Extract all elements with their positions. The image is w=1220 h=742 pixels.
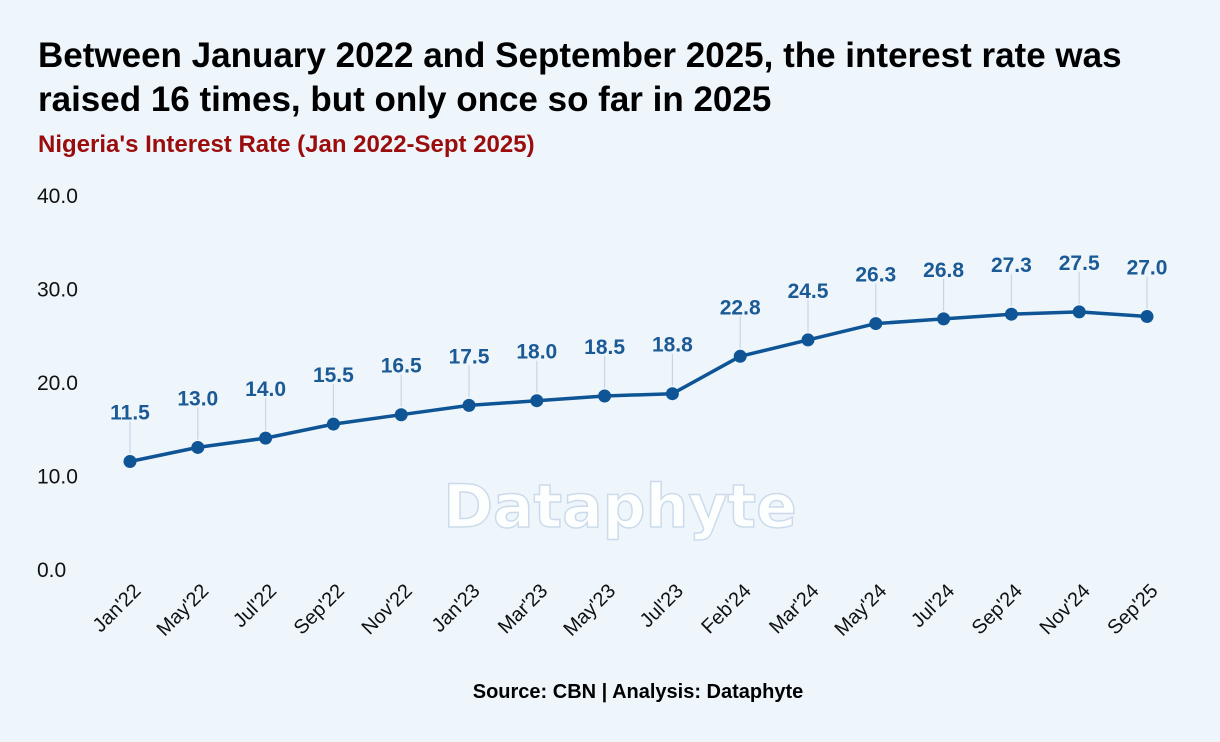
chart-subtitle: Nigeria's Interest Rate (Jan 2022-Sept 2… [38,131,535,158]
data-label: 18.5 [584,336,625,359]
x-tick-label: Sep'24 [968,580,1027,639]
x-tick-label: May'22 [153,580,214,641]
data-label: 27.0 [1127,257,1168,280]
x-tick-label: Sep'22 [290,580,349,639]
data-point [1140,310,1154,324]
x-tick-label: Nov'24 [1036,580,1095,639]
data-label: 26.8 [923,259,964,282]
data-point [1004,307,1018,321]
x-tick-label: May'23 [559,580,620,641]
x-tick-label: Feb'24 [697,580,755,638]
data-label: 22.8 [720,296,761,319]
data-label: 15.5 [313,364,354,387]
data-label: 16.5 [381,355,422,378]
data-point [326,417,340,431]
chart-title: Between January 2022 and September 2025,… [38,36,1122,119]
data-point [801,333,815,347]
data-label: 13.0 [177,387,218,410]
x-tick-label: Jul'23 [636,580,688,632]
data-point [869,317,883,331]
data-point [598,389,612,403]
data-point [191,440,205,454]
data-label: 17.5 [449,345,490,368]
source-note: Source: CBN | Analysis: Dataphyte [472,681,804,703]
x-tick-label: Jan'23 [428,580,485,637]
data-point [1072,305,1086,319]
data-label: 24.5 [788,280,829,303]
data-label: 27.3 [991,254,1032,277]
y-tick-label: 40.0 [37,185,78,208]
x-tick-label: Sep'25 [1103,580,1162,639]
x-tick-label: Jul'22 [229,580,281,632]
data-label: 18.8 [652,334,693,357]
watermark-text: Dataphyte [443,472,797,542]
data-point [937,312,951,326]
data-point [665,387,679,401]
data-point [259,431,273,445]
x-tick-label: May'24 [831,580,892,641]
data-label: 11.5 [110,401,150,424]
data-label: 14.0 [245,378,286,401]
y-tick-label: 10.0 [37,466,78,489]
data-label: 18.0 [516,341,557,364]
data-label: 26.3 [855,264,896,287]
x-tick-label: Jul'24 [907,580,959,632]
data-point [462,398,476,412]
series-line [128,310,1149,464]
data-point [394,408,408,422]
y-tick-label: 30.0 [37,279,78,302]
x-tick-label: Nov'22 [358,580,417,639]
x-tick-label: Jan'22 [89,580,146,637]
data-label: 27.5 [1059,252,1100,275]
data-point [530,394,544,408]
data-point [123,454,137,468]
x-tick-label: Mar'23 [494,580,552,638]
y-tick-label: 0.0 [37,559,66,582]
y-tick-label: 20.0 [37,372,78,395]
data-point [733,349,747,363]
x-tick-label: Mar'24 [765,580,823,638]
